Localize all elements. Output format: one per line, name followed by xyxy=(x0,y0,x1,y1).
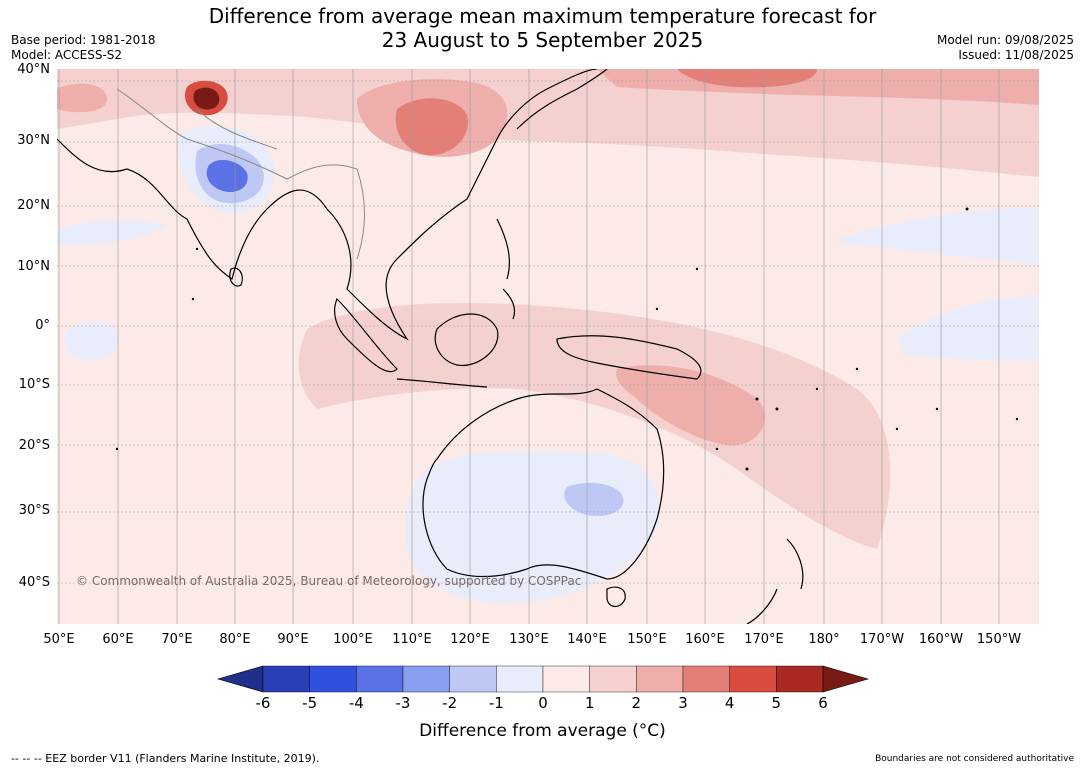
warm-band-tropics xyxy=(298,303,891,549)
lon-label-50e: 50°E xyxy=(43,632,75,647)
country-borders xyxy=(116,88,365,260)
coastline-new-zealand xyxy=(746,538,804,624)
hot-core-himalaya xyxy=(193,87,220,110)
warm-patch-west xyxy=(57,83,107,113)
colorbar-tick-label: 1 xyxy=(584,694,595,712)
colorbar-tick-label: -1 xyxy=(488,694,504,712)
colorbar-tick-label: -6 xyxy=(255,694,271,712)
colorbar-tick-label: -2 xyxy=(442,694,458,712)
lon-label-60e: 60°E xyxy=(102,632,134,647)
meta-right: Model run: 09/08/2025 Issued: 11/08/2025 xyxy=(937,33,1074,63)
lat-label-40n: 40°N xyxy=(17,62,50,77)
coastline-sumatra xyxy=(334,297,398,373)
colorbar-label: Difference from average (°C) xyxy=(419,721,666,741)
lon-label-70e: 70°E xyxy=(161,632,193,647)
colorbar-segment xyxy=(262,665,310,693)
coastline-java xyxy=(396,378,488,388)
lon-label-140e: 140°E xyxy=(567,632,607,647)
coastline-tasmania xyxy=(606,586,626,608)
colorbar-segment xyxy=(496,665,544,693)
coastline-philippines xyxy=(496,218,516,320)
lon-label-110e: 110°E xyxy=(392,632,432,647)
lon-label-180: 180° xyxy=(808,632,840,647)
colorbar-segment xyxy=(449,665,497,693)
coastline-new-guinea xyxy=(556,335,702,380)
cool-patch-india-core xyxy=(206,159,248,193)
lon-label-130e: 130°E xyxy=(509,632,549,647)
colorbar-tick-label: 3 xyxy=(678,694,688,712)
lon-label-90e: 90°E xyxy=(277,632,309,647)
lon-label-160w: 160°W xyxy=(918,632,964,647)
lat-label-20s: 20°S xyxy=(18,438,50,453)
map-title: Difference from average mean maximum tem… xyxy=(0,4,1085,52)
colorbar-segment xyxy=(402,665,450,693)
cool-patch-equator-east xyxy=(897,296,1039,361)
lat-label-30s: 30°S xyxy=(18,503,50,518)
colorbar-segment xyxy=(682,665,730,693)
colorbar-segments xyxy=(216,665,870,693)
title-line-1: Difference from average mean maximum tem… xyxy=(208,4,877,28)
colorbar-arrow-low xyxy=(216,665,264,693)
colorbar-tick-label: -5 xyxy=(302,694,318,712)
cool-patch-arabian xyxy=(57,220,167,245)
anomaly-shading xyxy=(57,69,1039,604)
coastline-asia xyxy=(57,69,598,341)
colorbar-segment xyxy=(729,665,777,693)
colorbar xyxy=(216,665,870,693)
lat-label-10n: 10°N xyxy=(17,259,50,274)
colorbar-segment xyxy=(589,665,637,693)
coastlines xyxy=(57,69,804,624)
island-dots xyxy=(115,207,1019,471)
colorbar-tick-label: 2 xyxy=(631,694,642,712)
boundaries-note: Boundaries are not considered authoritat… xyxy=(875,754,1074,764)
map-area xyxy=(57,69,1039,624)
lat-label-30n: 30°N xyxy=(17,133,50,148)
lon-label-150w: 150°W xyxy=(976,632,1022,647)
colorbar-tick-label: -4 xyxy=(348,694,364,712)
lon-label-170e: 170°E xyxy=(744,632,784,647)
eez-note: -- -- -- EEZ border V11 (Flanders Marine… xyxy=(11,752,320,765)
warm-patch-northeast xyxy=(677,69,817,88)
colorbar-segment xyxy=(356,665,404,693)
base-period: Base period: 1981-2018 xyxy=(11,33,156,47)
colorbar-segment xyxy=(309,665,357,693)
meta-left: Base period: 1981-2018 Model: ACCESS-S2 xyxy=(11,33,156,63)
lat-label-20n: 20°N xyxy=(17,198,50,213)
colorbar-tick-label: -3 xyxy=(395,694,411,712)
colorbar-segment xyxy=(636,665,684,693)
colorbar-arrow-high xyxy=(822,665,870,693)
lon-label-80e: 80°E xyxy=(219,632,251,647)
lon-label-150e: 150°E xyxy=(627,632,667,647)
lat-label-40s: 40°S xyxy=(18,575,50,590)
cool-patch-australia-core xyxy=(564,482,624,517)
lon-label-170w: 170°W xyxy=(859,632,905,647)
map-canvas xyxy=(57,69,1039,624)
copyright-notice: © Commonwealth of Australia 2025, Bureau… xyxy=(76,574,582,588)
colorbar-tick-label: 0 xyxy=(538,694,548,712)
cool-patch-east-pacific xyxy=(837,208,1039,265)
colorbar-segment xyxy=(776,665,824,693)
colorbar-tick-label: 6 xyxy=(818,694,828,712)
colorbar-tick-label: 4 xyxy=(724,694,735,712)
model-run: Model run: 09/08/2025 xyxy=(936,33,1074,47)
coastline-sri-lanka xyxy=(229,267,243,287)
hot-patch-china xyxy=(395,98,469,156)
map-gridlines xyxy=(57,69,1039,624)
model-name: Model: ACCESS-S2 xyxy=(11,48,123,62)
lon-label-160e: 160°E xyxy=(685,632,725,647)
issued-date: Issued: 11/08/2025 xyxy=(958,48,1074,62)
cool-patch-west-ocean xyxy=(64,321,120,361)
coastline-australia xyxy=(422,388,665,580)
coastline-borneo xyxy=(434,313,499,367)
coastline-japan xyxy=(516,69,608,130)
colorbar-tick-label: 5 xyxy=(771,694,782,712)
lat-label-10s: 10°S xyxy=(18,377,50,392)
title-line-2: 23 August to 5 September 2025 xyxy=(381,28,704,52)
lon-label-120e: 120°E xyxy=(450,632,490,647)
colorbar-segment xyxy=(542,665,590,693)
warm-band-north xyxy=(57,69,1039,177)
lat-label-0: 0° xyxy=(35,318,50,333)
lon-label-100e: 100°E xyxy=(333,632,373,647)
